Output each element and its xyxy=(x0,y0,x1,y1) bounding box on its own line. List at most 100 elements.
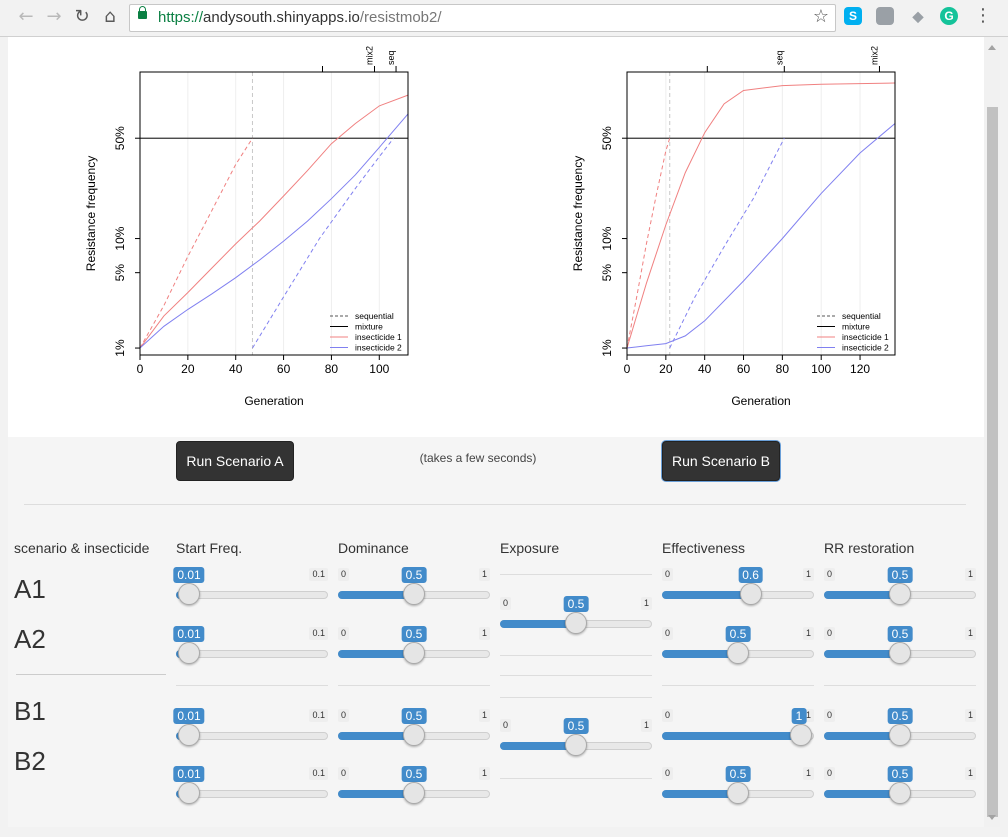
x-tick-label: 120 xyxy=(850,362,870,376)
slider-handle[interactable] xyxy=(727,782,749,804)
slider-max-label: 0.1 xyxy=(309,627,328,640)
slider-handle[interactable] xyxy=(889,642,911,664)
slider-fill xyxy=(338,650,414,658)
slider-handle[interactable] xyxy=(790,724,812,746)
series-line-sequential xyxy=(626,138,671,349)
slider-min-label: 0 xyxy=(824,767,836,780)
slider-fill xyxy=(662,790,738,798)
x-tick-label: 0 xyxy=(137,362,144,376)
grammarly-icon[interactable]: G xyxy=(940,7,958,25)
row-label-a1: A1 xyxy=(14,574,46,604)
a1-rr-restoration-slider[interactable]: 0 1 0.5 xyxy=(824,566,976,605)
a2-effectiveness-slider[interactable]: 0 1 0.5 xyxy=(662,625,814,664)
slider-handle[interactable] xyxy=(739,583,762,605)
browser-menu-icon[interactable]: ⋮ xyxy=(974,5,992,26)
legend-label: mixture xyxy=(842,322,870,332)
a2-start-freq-slider[interactable]: 0.010.10.01 xyxy=(173,625,328,664)
legend-label: sequential xyxy=(355,311,394,321)
slider-handle[interactable] xyxy=(178,583,200,605)
forward-arrow-icon[interactable]: → xyxy=(46,6,62,27)
a-exposure-slider[interactable]: 0 1 0.5 xyxy=(500,595,652,634)
window-frame xyxy=(0,827,1008,837)
a1-effectiveness-slider[interactable]: 0 1 0.6 xyxy=(662,566,814,605)
slider-handle[interactable] xyxy=(565,734,587,756)
slider-min-label: 0 xyxy=(338,568,350,581)
series-line-sequential xyxy=(139,137,253,349)
url-host: andysouth.shinyapps.io xyxy=(203,9,360,26)
slider-handle[interactable] xyxy=(403,724,425,746)
a2-rr-restoration-slider[interactable]: 0 1 0.5 xyxy=(824,625,976,664)
back-arrow-icon[interactable]: ← xyxy=(18,6,34,27)
url-text[interactable]: https://andysouth.shinyapps.io/resistmob… xyxy=(158,9,442,26)
header-rr-restoration: RR restoration xyxy=(824,540,915,556)
slider-fill xyxy=(824,732,900,740)
slider-handle[interactable] xyxy=(403,583,425,605)
browser-toolbar: ← → ↻ ⌂ https://andysouth.shinyapps.io/r… xyxy=(0,0,1008,37)
b1-dominance-slider[interactable]: 0 1 0.5 xyxy=(338,707,490,746)
slider-max-label: 1 xyxy=(802,568,814,581)
slider-handle[interactable] xyxy=(889,782,911,804)
b2-effectiveness-slider[interactable]: 0 1 0.5 xyxy=(662,765,814,804)
slider-handle[interactable] xyxy=(727,642,749,664)
slider-handle[interactable] xyxy=(403,642,425,664)
slider-value-label: 0.5 xyxy=(887,567,913,583)
slider-value-label: 0.01 xyxy=(173,766,205,782)
run-scenario-b-button[interactable]: Run Scenario B xyxy=(662,441,780,481)
home-icon[interactable]: ⌂ xyxy=(104,6,116,27)
b2-start-freq-slider[interactable]: 0.010.10.01 xyxy=(173,765,328,804)
y-tick-label: 10% xyxy=(600,226,614,250)
series-line-insecticide-1 xyxy=(626,82,896,349)
slider-fill xyxy=(338,790,414,798)
legend-label: insecticide 1 xyxy=(842,332,889,342)
slider-min-label: 0 xyxy=(500,719,512,732)
y-tick-label: 50% xyxy=(600,126,614,150)
skype-icon[interactable]: S xyxy=(844,7,862,25)
exposure-divider xyxy=(500,574,652,575)
slider-max-label: 1 xyxy=(478,627,490,640)
a2-dominance-slider[interactable]: 0 1 0.5 xyxy=(338,625,490,664)
header-scenario-insecticide: scenario & insecticide xyxy=(14,540,150,556)
b2-rr-restoration-slider[interactable]: 0 1 0.5 xyxy=(824,765,976,804)
slider-handle[interactable] xyxy=(178,642,200,664)
scroll-down-arrow-icon[interactable] xyxy=(988,815,996,820)
group-divider xyxy=(824,685,976,686)
top-label: seq xyxy=(774,50,784,65)
a1-start-freq-slider[interactable]: 0.010.10.01 xyxy=(173,566,328,605)
scroll-thumb[interactable] xyxy=(987,107,998,817)
image-extension-icon[interactable] xyxy=(876,7,894,25)
slider-value-label: 0.5 xyxy=(563,718,589,734)
slider-value-label: 0.5 xyxy=(887,626,913,642)
slider-handle[interactable] xyxy=(403,782,425,804)
scrollbar[interactable] xyxy=(984,37,1000,827)
b1-rr-restoration-slider[interactable]: 0 1 0.5 xyxy=(824,707,976,746)
dropbox-icon[interactable]: ◆ xyxy=(912,8,924,24)
slider-min-label: 0 xyxy=(662,709,674,722)
b1-start-freq-slider[interactable]: 0.010.10.01 xyxy=(173,707,328,746)
run-scenario-a-button[interactable]: Run Scenario A xyxy=(176,441,294,481)
address-bar[interactable]: https://andysouth.shinyapps.io/resistmob… xyxy=(129,4,836,32)
slider-handle[interactable] xyxy=(889,724,911,746)
slider-max-label: 1 xyxy=(964,627,976,640)
slider-value-label: 0.5 xyxy=(401,567,427,583)
x-tick-label: 40 xyxy=(229,362,243,376)
a1-dominance-slider[interactable]: 0 1 0.5 xyxy=(338,566,490,605)
bookmark-star-icon[interactable]: ☆ xyxy=(812,6,829,27)
slider-max-label: 1 xyxy=(478,709,490,722)
slider-handle[interactable] xyxy=(178,782,200,804)
header-start-freq: Start Freq. xyxy=(176,540,243,556)
slider-handle[interactable] xyxy=(178,724,200,746)
slider-handle[interactable] xyxy=(889,583,911,605)
b2-dominance-slider[interactable]: 0 1 0.5 xyxy=(338,765,490,804)
header-dominance: Dominance xyxy=(338,540,409,556)
group-divider xyxy=(176,685,328,686)
b-exposure-slider[interactable]: 0 1 0.5 xyxy=(500,717,652,756)
legend-label: insecticide 1 xyxy=(355,332,402,342)
slider-min-label: 0 xyxy=(824,627,836,640)
scroll-up-arrow-icon[interactable] xyxy=(988,45,996,50)
slider-fill xyxy=(662,650,738,658)
reload-icon[interactable]: ↻ xyxy=(74,6,90,27)
slider-handle[interactable] xyxy=(565,612,587,634)
legend-label: insecticide 2 xyxy=(842,343,889,353)
slider-max-label: 1 xyxy=(802,709,814,722)
